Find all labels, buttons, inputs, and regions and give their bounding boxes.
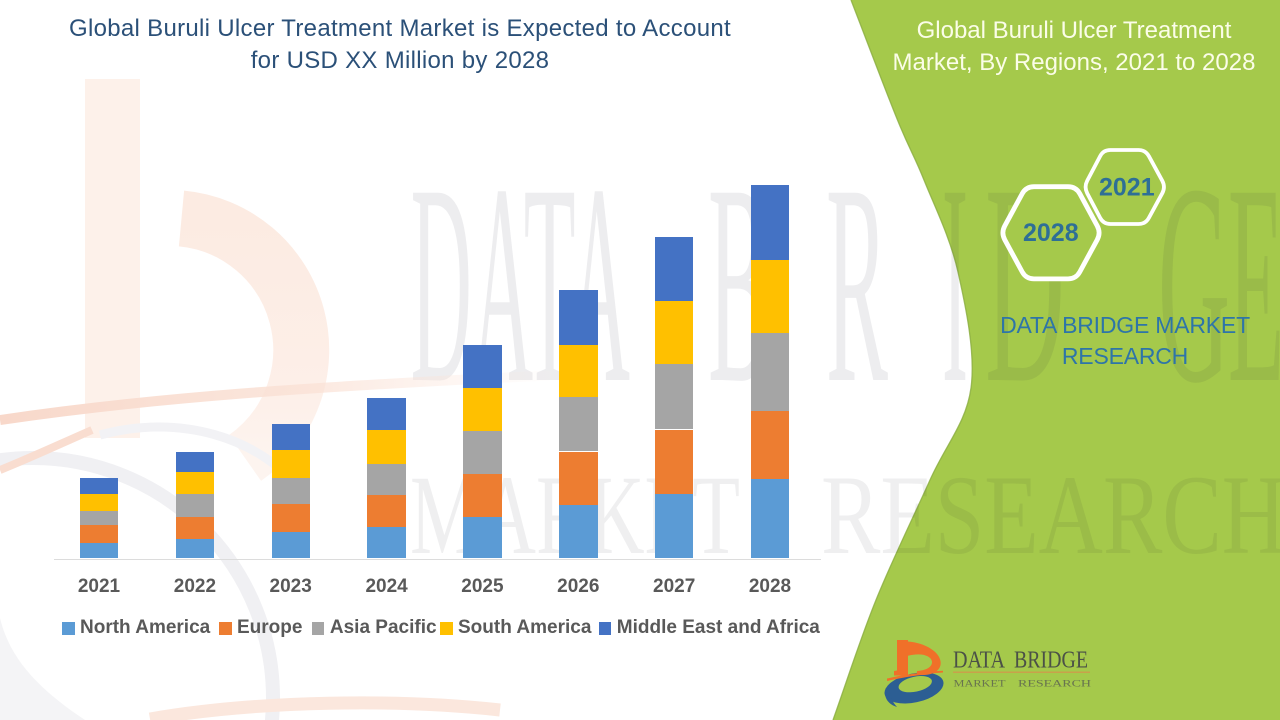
svg-text:RESEARCH: RESEARCH [1018, 680, 1091, 690]
svg-text:G: G [1158, 125, 1230, 442]
svg-text:I: I [942, 125, 968, 442]
svg-text:R: R [826, 125, 888, 442]
svg-text:D: D [985, 125, 1065, 442]
svg-text:RESEARCH: RESEARCH [821, 453, 1280, 578]
svg-text:DATA: DATA [953, 648, 1006, 674]
svg-text:MARKET: MARKET [954, 680, 1006, 690]
svg-text:2028: 2028 [1023, 219, 1079, 247]
svg-text:2021: 2021 [1099, 174, 1155, 202]
svg-text:E: E [1228, 125, 1280, 442]
svg-text:BRIDGE: BRIDGE [1014, 648, 1088, 674]
